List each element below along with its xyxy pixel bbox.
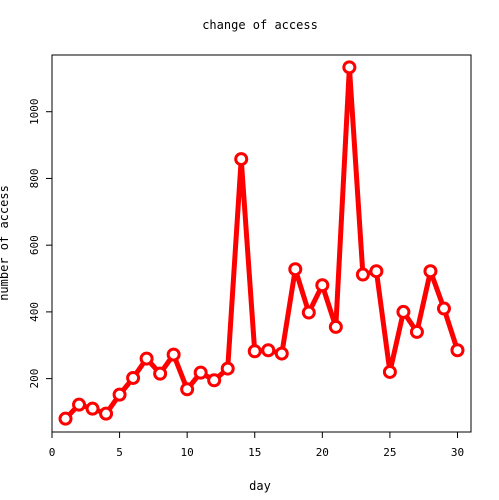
data-point	[234, 152, 249, 167]
y-tick-label: 400	[28, 302, 41, 322]
plot-frame	[51, 54, 472, 433]
data-point	[139, 351, 154, 366]
data-point	[112, 387, 127, 402]
data-point	[261, 343, 276, 358]
series-line	[63, 64, 460, 422]
data-point	[274, 346, 289, 361]
y-axis: 200 400 600 800 1000	[28, 98, 53, 389]
data-point	[85, 401, 100, 416]
data-point	[207, 373, 222, 388]
data-point	[315, 278, 330, 293]
data-point	[409, 324, 424, 339]
data-point	[301, 305, 316, 320]
x-tick-label: 10	[181, 446, 194, 459]
data-point	[369, 264, 384, 279]
x-tick-label: 0	[49, 446, 56, 459]
data-point	[328, 319, 343, 334]
y-axis-label: number of access	[0, 185, 11, 301]
data-point	[99, 406, 114, 421]
data-point	[247, 344, 262, 359]
data-point	[166, 347, 181, 362]
data-point	[193, 365, 208, 380]
y-tick-label: 600	[28, 235, 41, 255]
x-axis: 0 5 10 15 20 25 30	[49, 431, 464, 459]
data-point	[423, 264, 438, 279]
x-tick-label: 20	[316, 446, 329, 459]
x-tick-label: 5	[116, 446, 123, 459]
data-point	[396, 304, 411, 319]
data-point	[355, 267, 370, 282]
chart-title: change of access	[202, 18, 318, 32]
data-point	[72, 397, 87, 412]
x-tick-label: 15	[248, 446, 261, 459]
x-axis-label: day	[249, 479, 271, 493]
series-group	[58, 60, 465, 426]
data-point	[180, 382, 195, 397]
y-tick-label: 800	[28, 169, 41, 189]
data-point	[450, 343, 465, 358]
data-point	[382, 364, 397, 379]
x-tick-label: 30	[451, 446, 464, 459]
data-point	[288, 262, 303, 277]
data-point	[58, 411, 73, 426]
data-point	[153, 366, 168, 381]
data-point	[342, 60, 357, 75]
y-tick-label: 200	[28, 369, 41, 389]
data-point	[436, 301, 451, 316]
x-tick-label: 25	[383, 446, 396, 459]
data-point	[220, 361, 235, 376]
y-tick-label: 1000	[28, 98, 41, 125]
data-point	[126, 370, 141, 385]
